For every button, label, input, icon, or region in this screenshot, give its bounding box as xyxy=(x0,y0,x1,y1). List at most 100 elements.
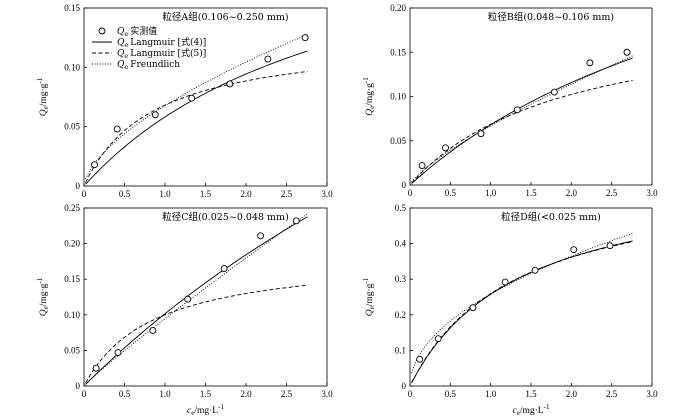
data-point xyxy=(606,242,614,250)
data-point xyxy=(550,88,558,96)
y-tick-label: 0.10 xyxy=(64,310,80,320)
series-line-solid xyxy=(411,57,633,184)
data-point xyxy=(91,161,98,169)
data-point xyxy=(184,295,192,303)
y-axis-label: Qe/mg·g-1 xyxy=(36,277,50,316)
x-tick-label: 2.0 xyxy=(240,389,252,399)
y-tick-label: 0.05 xyxy=(64,345,80,355)
x-tick-label: 3.0 xyxy=(321,189,333,199)
data-point xyxy=(418,162,426,169)
y-tick-label: 0.2 xyxy=(395,310,406,320)
y-tick-label: 0.20 xyxy=(390,3,406,13)
data-point xyxy=(586,59,594,67)
data-point xyxy=(477,130,485,138)
data-point xyxy=(301,34,309,42)
x-tick-label: 1.0 xyxy=(485,389,497,399)
x-tick-label: 0.5 xyxy=(119,389,131,399)
chart-panel-3: 0 0.5 1.0 1.5 2.0 2.5 3.0 0 0.05 0.10 0.15 0.20 0.25… xyxy=(36,203,333,417)
series-line-dotted xyxy=(85,34,308,180)
y-tick-label: 0 xyxy=(402,180,407,190)
series-line-solid xyxy=(411,240,633,384)
data-point xyxy=(416,355,424,363)
panel-title: 粒径B组(0.048~0.106 mm) xyxy=(488,11,614,23)
data-point xyxy=(623,48,631,56)
data-point xyxy=(570,246,578,254)
chart-panel-4: 0 0.5 1.0 1.5 2.0 2.5 3.0 0 0.1 0.2 0.3 0.4 0.5 粒径D组(… xyxy=(362,203,658,417)
y-tick-label: 0 xyxy=(76,381,81,391)
y-tick-label: 0.10 xyxy=(64,62,80,72)
y-tick-label: 0.4 xyxy=(395,239,407,249)
y-tick-label: 0.15 xyxy=(64,274,80,284)
x-tick-label: 3.0 xyxy=(646,188,658,198)
x-tick-label: 2.0 xyxy=(566,188,578,198)
x-axis-label: ce/mg·L-1 xyxy=(187,403,224,417)
panel-title: 粒径C组(0.025~0.048 mm) xyxy=(162,211,289,223)
x-tick-label: 1.5 xyxy=(200,189,212,199)
x-tick-label: 0.5 xyxy=(119,189,131,199)
series-line-dotted xyxy=(85,213,308,385)
x-tick-label: 2.0 xyxy=(566,389,578,399)
data-point xyxy=(113,125,121,133)
panel-title: 粒径A组(0.106~0.250 mm) xyxy=(162,11,288,23)
y-tick-label: 0 xyxy=(402,381,407,391)
x-tick-label: 2.0 xyxy=(240,189,252,199)
plot-frame xyxy=(409,207,653,387)
legend-marker xyxy=(98,27,106,35)
x-tick-label: 0.5 xyxy=(445,188,457,198)
series-line-dotted xyxy=(411,232,633,374)
x-tick-label: 1.0 xyxy=(159,189,171,199)
data-point xyxy=(531,266,539,274)
y-tick-label: 0.15 xyxy=(390,47,406,57)
data-point xyxy=(292,217,300,225)
legend-label: Qe Langmuir [式(4)] xyxy=(117,36,206,49)
data-point xyxy=(264,55,272,63)
data-point xyxy=(469,304,477,312)
data-point xyxy=(114,349,122,356)
chart-panel-2: 0 0.5 1.0 1.5 2.0 2.5 3.0 0 0.05 0.10 0.15 0.20 粒径B组… xyxy=(362,3,658,198)
data-point xyxy=(434,335,442,343)
y-tick-label: 0.25 xyxy=(64,203,80,213)
x-tick-label: 1.0 xyxy=(159,389,171,399)
series-line-dashed xyxy=(85,71,308,183)
x-tick-label: 2.5 xyxy=(281,389,293,399)
series-line-dashed xyxy=(85,284,308,384)
series-line-dashed xyxy=(411,241,633,384)
x-tick-label: 0 xyxy=(82,189,87,199)
x-tick-label: 1.5 xyxy=(525,188,537,198)
x-axis-label: ce/mg·L-1 xyxy=(513,403,550,417)
y-axis-label: Qe/mg·g-1 xyxy=(362,277,376,316)
x-tick-label: 2.5 xyxy=(606,188,618,198)
y-axis-label: Qe/mg·g-1 xyxy=(36,77,50,116)
y-tick-label: 0.15 xyxy=(64,3,80,13)
x-tick-label: 3.0 xyxy=(321,389,333,399)
y-axis-label: Qe/mg·g-1 xyxy=(362,77,376,116)
data-point xyxy=(151,111,159,119)
x-tick-label: 0 xyxy=(82,389,87,399)
panel-title: 粒径D组(<0.025 mm) xyxy=(501,211,601,223)
legend-label: Qe Langmuir [式(5)] xyxy=(117,47,206,60)
plot-frame xyxy=(409,7,653,186)
y-tick-label: 0.05 xyxy=(390,136,406,146)
data-point xyxy=(188,94,196,102)
data-point xyxy=(220,265,228,272)
y-tick-label: 0.5 xyxy=(395,203,407,213)
series-line-dashed xyxy=(411,79,633,184)
x-tick-label: 2.5 xyxy=(281,189,293,199)
x-tick-label: 0 xyxy=(408,389,413,399)
chart-panel-1: 0 0.5 1.0 1.5 2.0 2.5 3.0 0 0.05 0.10 0.15 粒径A组(0.1… xyxy=(36,3,333,199)
data-point xyxy=(257,232,265,240)
x-tick-label: 0.5 xyxy=(445,389,457,399)
y-tick-label: 0.20 xyxy=(64,239,80,249)
data-point xyxy=(149,327,157,334)
series-line-dotted xyxy=(411,55,633,183)
x-tick-label: 0 xyxy=(408,188,413,198)
data-point xyxy=(92,364,100,372)
x-tick-label: 2.5 xyxy=(606,389,618,399)
data-point xyxy=(442,144,449,152)
data-point xyxy=(501,278,509,286)
series-line-solid xyxy=(85,216,308,385)
y-tick-label: 0.1 xyxy=(395,345,406,355)
y-tick-label: 0.3 xyxy=(395,274,407,284)
